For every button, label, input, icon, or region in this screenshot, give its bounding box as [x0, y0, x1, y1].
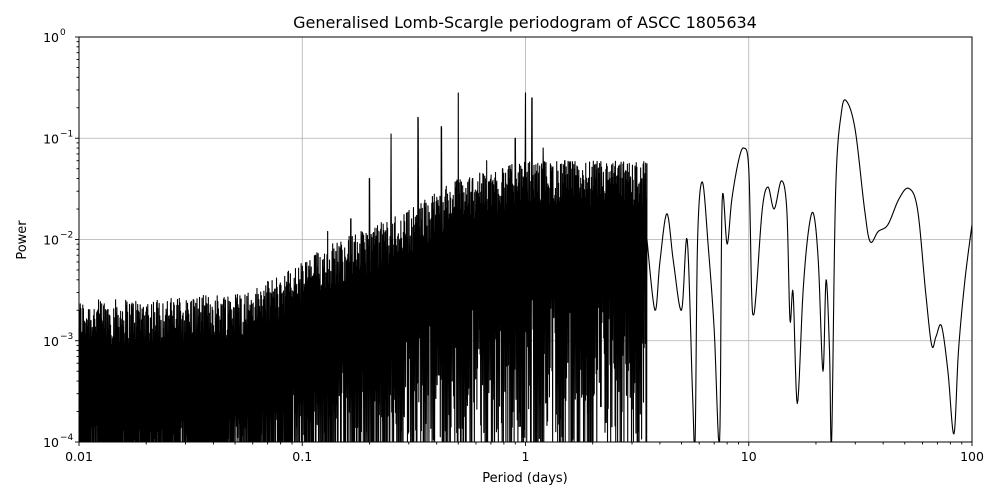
x-tick-label: 0.01 [65, 449, 93, 464]
y-tick-exponent: −1 [60, 129, 73, 139]
x-tick-label: 100 [960, 449, 984, 464]
x-tick-label: 1 [522, 449, 530, 464]
y-tick-exponent: 0 [60, 28, 66, 38]
x-axis-title: Period (days) [482, 471, 568, 486]
y-tick-label: 10 [43, 131, 59, 146]
y-tick-label: 10 [43, 334, 59, 349]
y-tick-exponent: −4 [60, 433, 74, 443]
chart-title: Generalised Lomb-Scargle periodogram of … [293, 13, 757, 32]
periodogram-line [78, 92, 973, 443]
x-tick-label: 0.1 [292, 449, 312, 464]
y-tick-exponent: −3 [60, 332, 73, 342]
plot-area [78, 92, 973, 443]
y-axis-title: Power [15, 220, 30, 260]
y-tick-label: 10 [43, 435, 59, 450]
y-tick-exponent: −2 [60, 231, 73, 241]
y-tick-label: 10 [43, 30, 59, 45]
x-tick-label: 10 [741, 449, 757, 464]
y-tick-label: 10 [43, 233, 59, 248]
